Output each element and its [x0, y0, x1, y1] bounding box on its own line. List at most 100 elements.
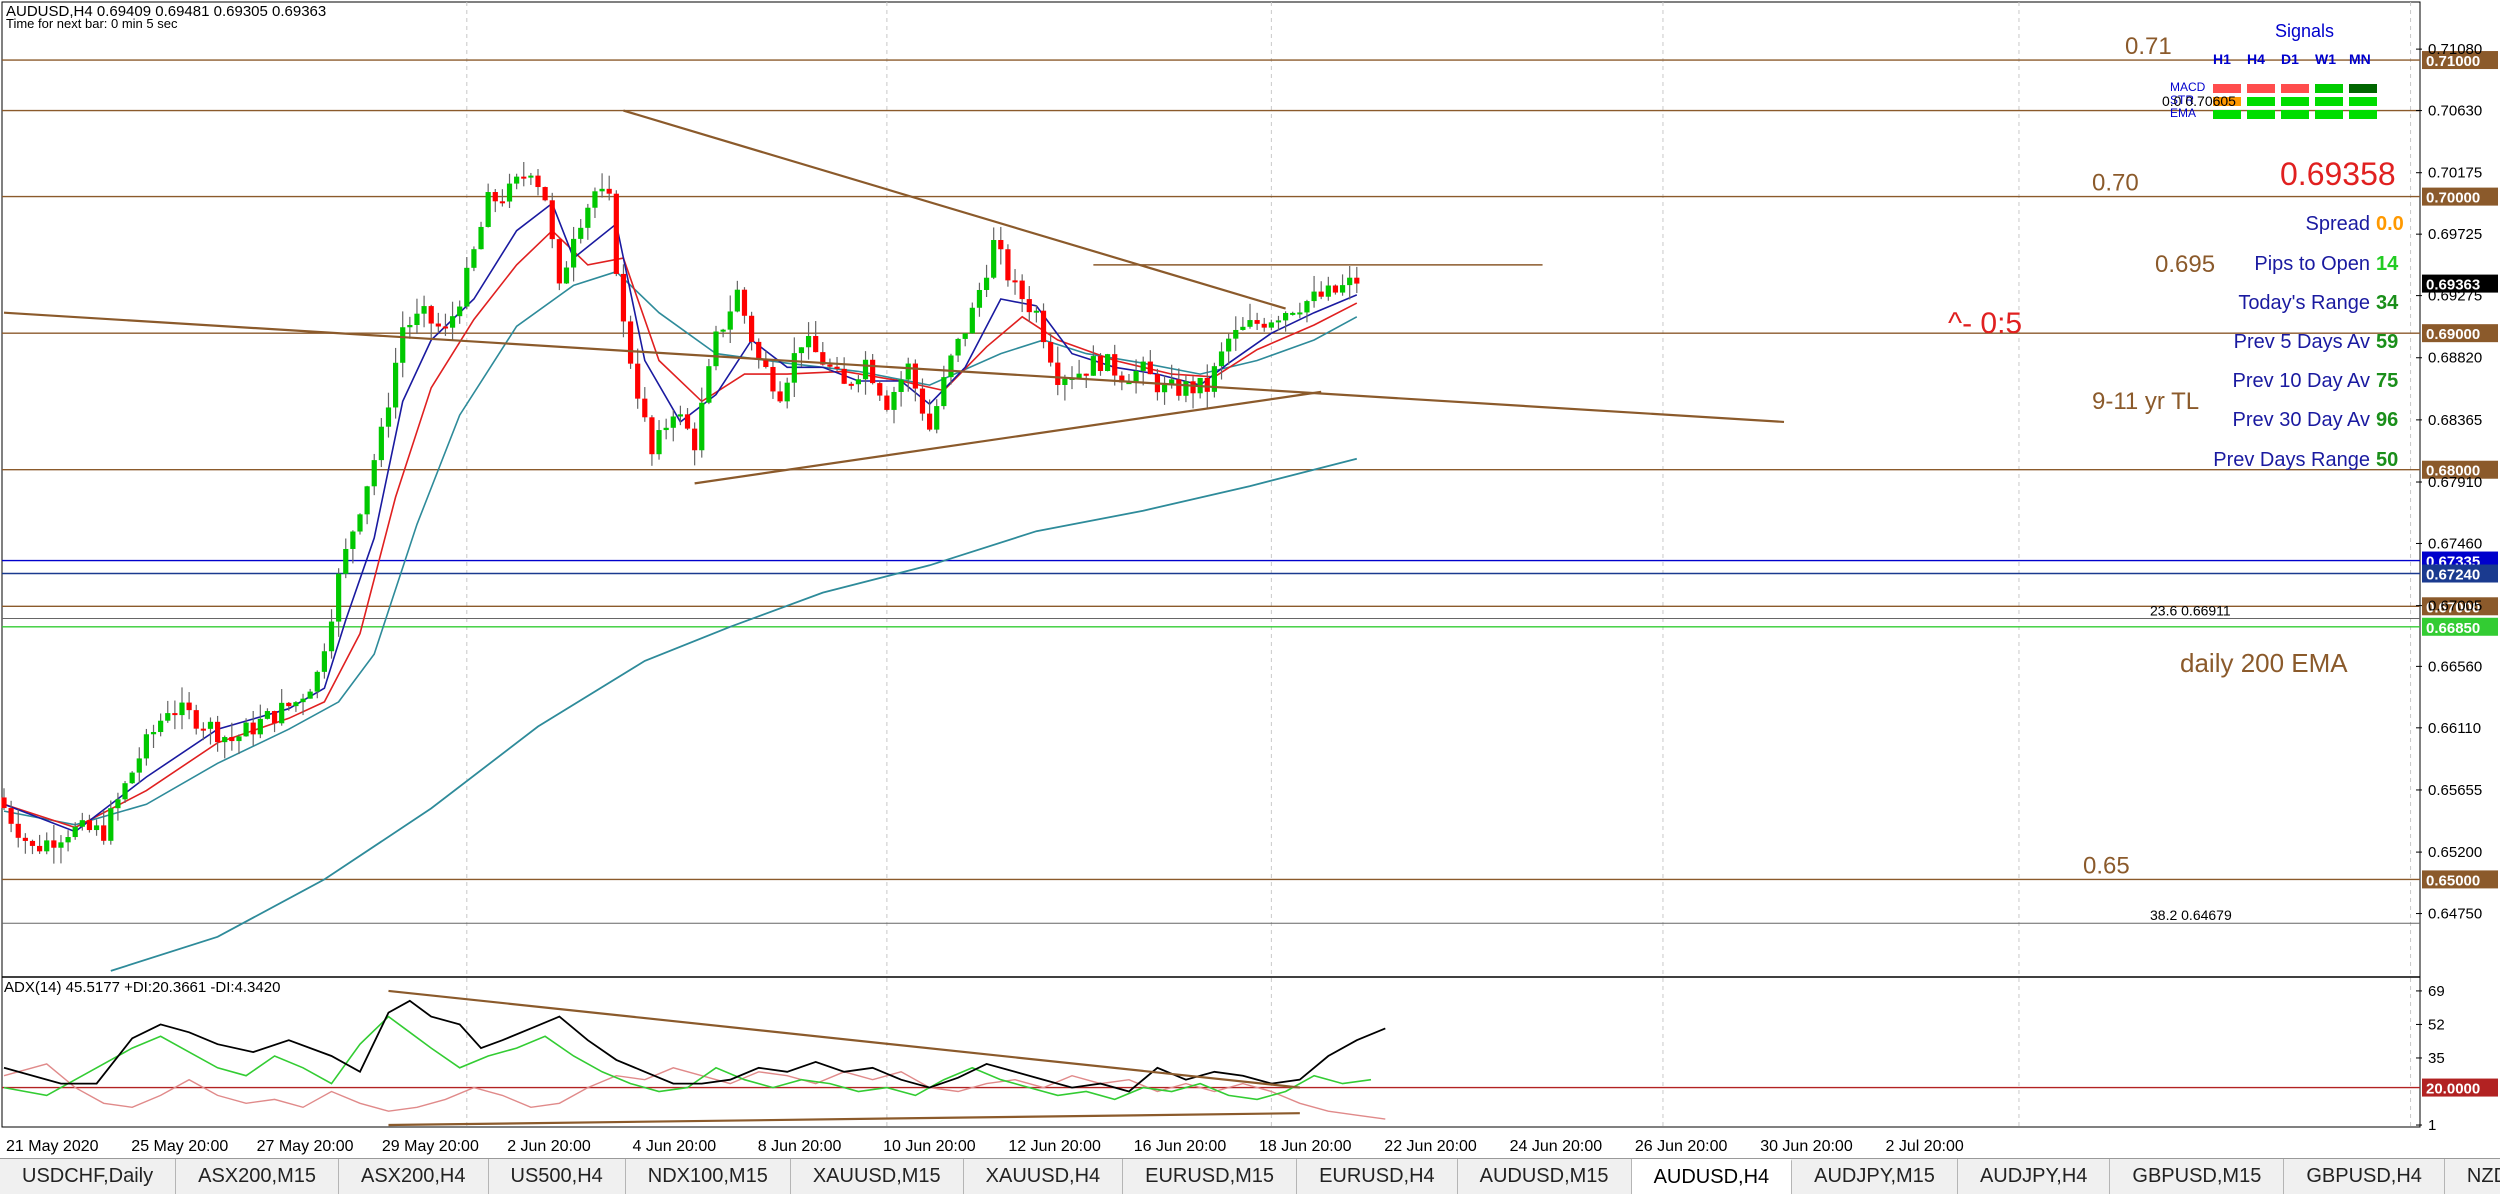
signals-column-header: D1: [2281, 51, 2299, 67]
candle-body: [1, 797, 7, 809]
candle-body: [307, 691, 313, 699]
signal-indicator: [2213, 97, 2241, 106]
chart-annotations: 0.695 0.71 0.70 0.65 23.6 0.66911 38.2 0.6467…: [1948, 33, 2498, 923]
candle-body: [635, 363, 641, 399]
price-level-box: [2422, 460, 2498, 479]
candle-body: [115, 799, 121, 809]
y-tick-label: 0.65200: [2428, 844, 2482, 861]
candle-body: [563, 267, 570, 284]
tab-eurusd-h4[interactable]: EURUSD,H4: [1297, 1159, 1458, 1194]
y-tick-label: 0.66110: [2428, 720, 2481, 737]
price-level-box-label: 0.65000: [2426, 872, 2480, 889]
candle-body: [1005, 249, 1011, 281]
candle-body: [222, 737, 228, 743]
candle-body: [642, 398, 648, 418]
candle-body: [1218, 351, 1225, 367]
tab-eurusd-m15[interactable]: EURUSD,M15: [1123, 1159, 1298, 1194]
fib-level-label: 38.2 0.64679: [2150, 907, 2232, 923]
candle-body: [756, 341, 762, 359]
y-tick-label: 0.67460: [2428, 535, 2482, 552]
candle-body: [948, 355, 954, 378]
tab-xauusd-m15[interactable]: XAUUSD,M15: [791, 1159, 964, 1194]
candle-body: [770, 366, 776, 392]
candle-body: [741, 289, 748, 316]
price-level-box-label: 0.70000: [2426, 190, 2480, 207]
candle-body: [955, 338, 961, 356]
level-0695-label: 0.695: [2155, 251, 2215, 278]
ema-medium-line: [3, 229, 1358, 829]
tab-audusd-m15[interactable]: AUDUSD,M15: [1458, 1159, 1632, 1194]
tab-xauusd-h4[interactable]: XAUUSD,H4: [964, 1159, 1124, 1194]
tab-audusd-h4[interactable]: AUDUSD,H4: [1631, 1159, 1793, 1194]
adx-tick-label: 1: [2428, 1117, 2436, 1134]
chart-header: AUDUSD,H4 0.69409 0.69481 0.69305 0.6936…: [6, 3, 326, 20]
y-tick-label: 0.70630: [2428, 103, 2482, 120]
chart-frame: [1, 1, 2421, 1128]
candle-body: [1311, 291, 1317, 302]
candle-body: [1119, 375, 1125, 383]
candle-body: [1055, 362, 1061, 385]
tab-gbpusd-h4[interactable]: GBPUSD,H4: [2284, 1159, 2445, 1194]
tab-ndx100-m15[interactable]: NDX100,M15: [626, 1159, 791, 1194]
candle-body: [385, 407, 392, 427]
candle-body: [321, 651, 327, 672]
candle-body: [1233, 329, 1239, 339]
price-level-box: [2422, 617, 2498, 636]
price-level-box: [2422, 870, 2498, 889]
candle-body: [172, 713, 178, 716]
tab-audjpy-h4[interactable]: AUDJPY,H4: [1958, 1159, 2111, 1194]
candle-body: [1226, 338, 1232, 352]
candle-body: [535, 175, 541, 188]
candle-body: [44, 840, 50, 852]
x-tick-label: 4 Jun 20:00: [633, 1138, 717, 1155]
fib-level-label: 23.6 0.66911: [2150, 602, 2231, 618]
tab-usdchf-daily[interactable]: USDCHF,Daily: [0, 1159, 177, 1194]
candle-body: [336, 573, 342, 622]
candle-body: [677, 414, 683, 417]
tab-gbpusd-m15[interactable]: GBPUSD,M15: [2110, 1159, 2285, 1194]
ratio-annotation: ^- 0:5: [1948, 307, 2022, 340]
candle-body: [912, 363, 918, 389]
candle-body: [250, 722, 256, 735]
candle-body: [193, 710, 199, 729]
candle-body: [1147, 361, 1153, 375]
signal-indicator: [2247, 84, 2275, 93]
candle-body: [841, 368, 847, 384]
candle-body: [620, 273, 627, 322]
tab-nzdusd-m15[interactable]: NZDUSD,M15: [2445, 1159, 2500, 1194]
candle-body: [1083, 373, 1089, 376]
adx-plus-di-line: [3, 1015, 1372, 1101]
candle-body: [229, 737, 235, 742]
candle-body: [585, 207, 591, 228]
candle-body: [79, 820, 85, 827]
tab-us500-h4[interactable]: US500,H4: [489, 1159, 626, 1194]
tab-asx200-h4[interactable]: ASX200,H4: [339, 1159, 489, 1194]
adx-tick-label: 35: [2428, 1050, 2445, 1067]
candle-body: [65, 837, 71, 843]
candle-body: [257, 718, 263, 735]
candle-body: [1290, 312, 1296, 315]
candle-body: [919, 388, 926, 414]
info-row-label: Spread: [2306, 213, 2371, 235]
tab-asx200-m15[interactable]: ASX200,M15: [176, 1159, 339, 1194]
candle-body: [478, 226, 484, 250]
candle-body: [1019, 280, 1025, 300]
candle-body: [805, 336, 812, 348]
price-chart[interactable]: 0.710000.700000.690000.680000.673350.672…: [0, 0, 2500, 1158]
candle-body: [692, 428, 698, 451]
candle-body: [200, 728, 206, 731]
candle-body: [528, 175, 534, 178]
x-tick-label: 2 Jun 20:00: [507, 1138, 591, 1155]
candle-body: [578, 227, 584, 239]
candle-body: [998, 240, 1004, 250]
candle-body: [328, 621, 335, 652]
candle-body: [820, 352, 826, 365]
timer-label: Time for next bar: 0 min 5 sec: [6, 16, 178, 31]
candle-body: [592, 191, 598, 208]
x-tick-label: 29 May 20:00: [382, 1138, 479, 1155]
adx-panel: 69 52 35 1 20.0000: [2, 983, 2498, 1134]
candle-body: [300, 698, 306, 703]
candle-body: [613, 193, 619, 274]
tab-audjpy-m15[interactable]: AUDJPY,M15: [1792, 1159, 1958, 1194]
signals-row-label: STR: [2170, 93, 2194, 107]
